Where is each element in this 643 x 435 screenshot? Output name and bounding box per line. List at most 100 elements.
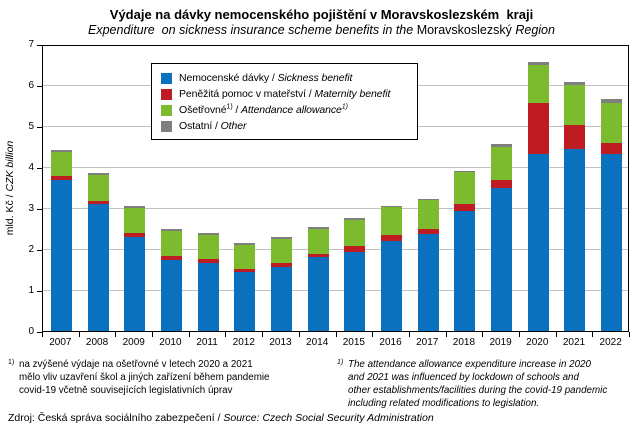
x-label-2018: 2018 — [452, 337, 476, 348]
bar-2011-attendance — [197, 234, 219, 260]
x-tick-mark-11 — [445, 332, 447, 337]
bar-2007-maternity — [50, 175, 72, 180]
bar-2014-sickness — [307, 256, 329, 331]
y-tick-mark-3 — [37, 209, 42, 210]
bar-2007-sickness — [50, 179, 72, 331]
y-tick-mark-4 — [37, 168, 42, 169]
gridline-3 — [43, 208, 628, 209]
x-label-2013: 2013 — [269, 337, 292, 348]
bar-2018-other — [454, 170, 476, 173]
bar-2022-sickness — [601, 153, 623, 331]
y-tick-2: 2 — [28, 244, 34, 255]
bar-2018-attendance — [454, 172, 476, 204]
bar-2009-maternity — [124, 233, 146, 237]
x-label-2017: 2017 — [416, 337, 439, 348]
x-tick-mark-7 — [298, 332, 300, 337]
y-tick-mark-7 — [37, 45, 42, 46]
y-tick-0: 0 — [28, 326, 34, 337]
x-label-2022: 2022 — [599, 337, 622, 348]
y-tick-6: 6 — [28, 80, 34, 91]
bar-2015-attendance — [344, 219, 366, 246]
footnote-czech-superscript: 1) — [8, 359, 15, 366]
subtitle-part-1: Expenditure on sickness insurance scheme… — [88, 23, 414, 37]
bar-2009-other — [124, 205, 146, 208]
x-label-2008: 2008 — [85, 337, 109, 348]
bar-2016-other — [381, 205, 403, 208]
bar-2021-other — [564, 82, 586, 85]
y-tick-mark-1 — [37, 291, 42, 292]
y-axis-title: mld. Kč / CZK billion — [4, 141, 16, 236]
bar-2021-maternity — [564, 124, 586, 149]
x-label-2010: 2010 — [159, 337, 182, 348]
legend-label-sickness: Nemocenské dávky / Sickness benefit — [179, 72, 353, 84]
x-tick-mark-1 — [78, 332, 80, 337]
bar-2010-attendance — [160, 230, 182, 257]
legend-label-other: Ostatní / Other — [179, 120, 247, 132]
x-tick-mark-9 — [372, 332, 374, 337]
bar-2017-sickness — [417, 234, 439, 331]
bar-2020-attendance — [527, 64, 549, 103]
bar-2020-maternity — [527, 102, 549, 154]
legend-item-maternity: Peněžitá pomoc v mateřství / Maternity b… — [161, 86, 417, 102]
subtitle-part-2: Moravskoslezský — [416, 23, 512, 37]
bar-2017-maternity — [417, 228, 439, 235]
x-label-2012: 2012 — [232, 337, 255, 348]
legend-swatch-other — [161, 120, 172, 132]
bar-2008-other — [87, 173, 109, 175]
bar-2019-sickness — [491, 188, 513, 331]
bar-2011-other — [197, 232, 219, 235]
bar-2018-maternity — [454, 203, 476, 211]
bar-2014-other — [307, 226, 329, 229]
bar-2010-other — [160, 228, 182, 231]
gridline-4 — [43, 167, 628, 168]
x-tick-mark-5 — [225, 332, 227, 337]
bar-2014-attendance — [307, 228, 329, 254]
bar-2008-sickness — [87, 204, 109, 331]
x-label-2021: 2021 — [562, 337, 586, 348]
x-tick-mark-10 — [408, 332, 410, 337]
footnote-czech: 1) na zvýšené výdaje na ošetřovné v letec… — [8, 358, 337, 397]
bar-2015-sickness — [344, 251, 366, 331]
x-tick-mark-13 — [518, 332, 520, 337]
bar-2012-attendance — [234, 244, 256, 270]
bar-2012-sickness — [234, 272, 256, 331]
bar-2009-sickness — [124, 236, 146, 331]
footnote-czech-text: na zvýšené výdaje na ošetřovné v letech … — [19, 359, 270, 396]
subtitle-part-3: Region — [515, 23, 555, 37]
bar-2008-attendance — [87, 174, 109, 201]
bar-2013-attendance — [270, 238, 292, 264]
bar-2011-maternity — [197, 259, 219, 263]
legend-label-attendance: Ošetřovné1) / Attendance allowance1) — [179, 103, 348, 117]
y-tick-4: 4 — [28, 162, 34, 173]
gridline-1 — [43, 290, 628, 291]
bar-2019-attendance — [491, 146, 513, 180]
x-label-2016: 2016 — [379, 337, 402, 348]
x-tick-mark-2 — [115, 332, 117, 337]
chart-title: Výdaje na dávky nemocenského pojištění v… — [109, 7, 534, 22]
bar-2015-other — [344, 218, 366, 220]
x-label-2009: 2009 — [122, 337, 145, 348]
x-label-2015: 2015 — [342, 337, 365, 348]
y-tick-5: 5 — [28, 121, 34, 132]
y-tick-1: 1 — [28, 285, 34, 296]
y-tick-mark-2 — [37, 250, 42, 251]
y-tick-3: 3 — [28, 203, 34, 214]
x-tick-mark-12 — [482, 332, 484, 337]
bar-2016-attendance — [381, 207, 403, 235]
chart-subtitle: Expenditure on sickness insurance scheme… — [0, 23, 643, 37]
source-czech: Zdroj: Česká správa sociálního zabezpeče… — [8, 412, 221, 424]
x-label-2014: 2014 — [306, 337, 329, 348]
footnote-english-superscript: 1) — [337, 359, 344, 366]
bar-2014-maternity — [307, 253, 329, 257]
bar-2022-maternity — [601, 142, 623, 154]
bar-2009-attendance — [124, 208, 146, 234]
bar-2018-sickness — [454, 210, 476, 331]
legend-swatch-maternity — [161, 88, 172, 100]
x-tick-mark-16 — [629, 332, 630, 337]
gridline-2 — [43, 249, 628, 250]
bar-2013-other — [270, 237, 292, 239]
y-tick-mark-5 — [37, 127, 42, 128]
bar-2008-maternity — [87, 200, 109, 205]
legend-swatch-attendance — [161, 104, 172, 116]
